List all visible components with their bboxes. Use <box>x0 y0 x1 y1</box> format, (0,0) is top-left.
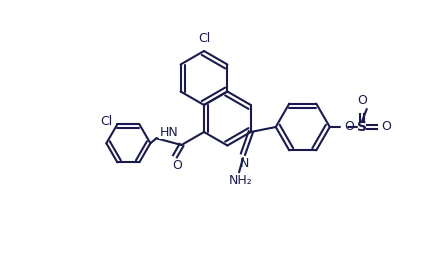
Text: Cl: Cl <box>197 32 210 45</box>
Text: N: N <box>239 157 248 170</box>
Text: Cl: Cl <box>100 115 112 128</box>
Text: S: S <box>356 120 366 134</box>
Text: O: O <box>343 120 353 134</box>
Text: O: O <box>172 159 181 172</box>
Text: O: O <box>356 94 366 107</box>
Text: HN: HN <box>159 126 178 139</box>
Text: O: O <box>380 120 390 134</box>
Text: NH₂: NH₂ <box>229 174 252 187</box>
Text: HN: HN <box>159 126 178 139</box>
